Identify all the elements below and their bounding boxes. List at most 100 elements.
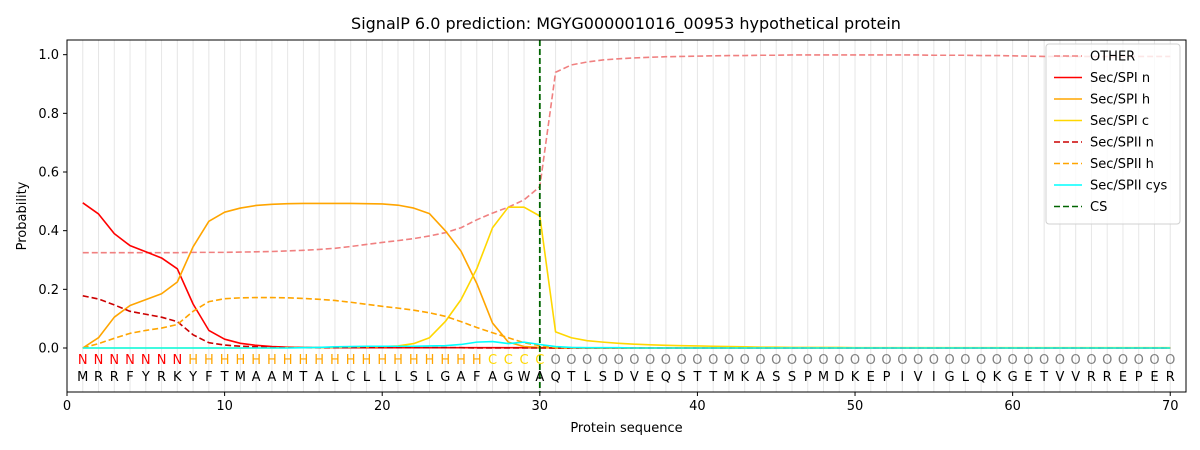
state-letter: O [724, 353, 734, 368]
sequence-letter: R [157, 370, 166, 385]
state-letter: O [755, 353, 765, 368]
y-tick-label: 0.4 [38, 224, 59, 239]
sequence-letter: F [126, 370, 133, 385]
state-letter: H [409, 353, 419, 368]
sequence-letters-layer: NMNRNRNFNYNRNKHYHFHTHMHAHAHMHTHAHLHCHLHL… [77, 353, 1175, 385]
sequence-letter: A [267, 370, 276, 385]
state-letter: O [1165, 353, 1175, 368]
state-letter: O [614, 353, 624, 368]
sequence-letter: E [1150, 370, 1158, 385]
x-axis-title: Protein sequence [570, 421, 682, 436]
sequence-letter: G [503, 370, 513, 385]
legend-box [1045, 43, 1181, 225]
state-letter: O [582, 353, 592, 368]
sequence-letter: S [788, 370, 796, 385]
state-letter: H [362, 353, 372, 368]
sequence-letter: P [1135, 370, 1143, 385]
legend: OTHER Sec/SPI n Sec/SPI h Sec/SPI c Sec/SPII… [1045, 43, 1181, 225]
sequence-letter: Y [188, 370, 197, 385]
state-letter: O [1039, 353, 1049, 368]
sequence-letter: A [315, 370, 324, 385]
sequence-letter: S [599, 370, 607, 385]
series-line-sec-spii-n [82, 295, 1171, 349]
state-letter: H [204, 353, 214, 368]
series-line-sec-spi-n [82, 202, 1171, 349]
sequence-letter: S [772, 370, 780, 385]
sequence-letter: V [1071, 370, 1080, 385]
state-letter: C [504, 353, 513, 368]
sequence-letter: K [173, 370, 182, 385]
state-letter: O [692, 353, 702, 368]
state-letter: N [141, 353, 151, 368]
sequence-letter: A [756, 370, 765, 385]
state-letter: O [550, 353, 560, 368]
x-tick-label: 30 [532, 399, 549, 414]
sequence-letter: Q [661, 370, 671, 385]
state-letter: O [818, 353, 828, 368]
x-tick-label: 40 [689, 399, 706, 414]
sequence-letter: M [723, 370, 734, 385]
sequence-letter: W [518, 370, 531, 385]
state-letter: O [881, 353, 891, 368]
sequence-letter: T [566, 370, 575, 385]
sequence-letter: V [914, 370, 923, 385]
state-letter: C [535, 353, 544, 368]
state-letter: H [235, 353, 245, 368]
state-letter: H [393, 353, 403, 368]
sequence-letter: Q [976, 370, 986, 385]
state-letter: O [960, 353, 970, 368]
state-letter: O [1134, 353, 1144, 368]
state-letter: O [913, 353, 923, 368]
sequence-letter: D [834, 370, 844, 385]
state-letter: N [109, 353, 119, 368]
state-letter: H [472, 353, 482, 368]
legend-label: Sec/SPII n [1090, 136, 1154, 151]
y-tick-label: 0.0 [38, 342, 59, 357]
sequence-letter: K [740, 370, 749, 385]
sequence-letter: A [488, 370, 497, 385]
sequence-letter: K [993, 370, 1002, 385]
sequence-letter: E [867, 370, 875, 385]
state-letter: O [1102, 353, 1112, 368]
sequence-letter: D [614, 370, 624, 385]
x-tick-label: 70 [1162, 399, 1179, 414]
series-line-sec-spii-h [82, 296, 1171, 349]
state-letter: O [1008, 353, 1018, 368]
state-letter: O [629, 353, 639, 368]
state-letter: H [346, 353, 356, 368]
state-letter: O [787, 353, 797, 368]
sequence-letter: L [363, 370, 371, 385]
sequence-letter: F [473, 370, 480, 385]
state-letter: O [1086, 353, 1096, 368]
state-letter: H [267, 353, 277, 368]
legend-label: CS [1090, 200, 1107, 215]
state-letter: O [1149, 353, 1159, 368]
state-letter: O [803, 353, 813, 368]
sequence-letter: T [298, 370, 307, 385]
x-tick-label: 20 [374, 399, 391, 414]
sequence-letter: I [932, 370, 936, 385]
state-letter: H [314, 353, 324, 368]
y-tick-label: 0.6 [38, 166, 59, 181]
sequence-letter: R [94, 370, 103, 385]
state-letter: O [677, 353, 687, 368]
sequence-letter: E [1119, 370, 1127, 385]
state-letter: O [992, 353, 1002, 368]
y-axis-title: Probability [15, 181, 30, 250]
series-layer [82, 54, 1171, 349]
sequence-letter: V [630, 370, 639, 385]
sequence-letter: G [945, 370, 955, 385]
state-letter: H [440, 353, 450, 368]
series-line-sec-spi-c [82, 206, 1171, 349]
legend-label: Sec/SPI h [1090, 93, 1150, 108]
sequence-letter: L [379, 370, 387, 385]
sequence-letter: Q [550, 370, 560, 385]
sequence-letter: E [1024, 370, 1032, 385]
sequence-letter: G [440, 370, 450, 385]
sequence-letter: R [110, 370, 119, 385]
sequence-letter: S [678, 370, 686, 385]
state-letter: O [929, 353, 939, 368]
state-letter: H [377, 353, 387, 368]
state-letter: N [78, 353, 88, 368]
sequence-letter: P [804, 370, 812, 385]
